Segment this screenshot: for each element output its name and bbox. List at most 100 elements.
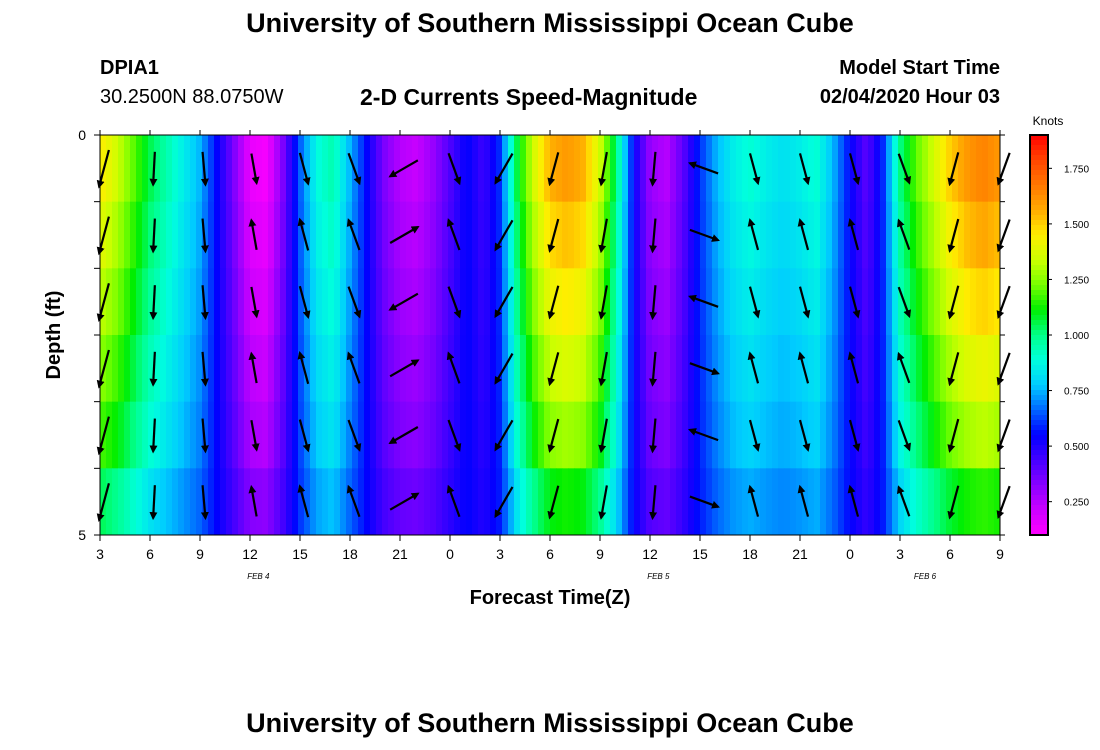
heatmap-cell	[412, 201, 419, 269]
heatmap-cell	[772, 135, 779, 203]
heatmap-cell	[910, 201, 917, 269]
heatmap-cell	[724, 268, 731, 336]
heatmap-cell	[772, 268, 779, 336]
colorbar-segment	[1030, 375, 1048, 381]
heatmap-cell	[880, 335, 887, 403]
heatmap-cell	[304, 201, 311, 269]
heatmap-cell	[898, 201, 905, 269]
current-vector	[298, 285, 311, 320]
heatmap-cell	[688, 468, 695, 536]
colorbar-segment	[1030, 345, 1048, 351]
heatmap-cell	[994, 401, 1001, 469]
heatmap-cell	[664, 135, 671, 203]
heatmap-cell	[874, 135, 881, 203]
heatmap-cell	[136, 401, 143, 469]
heatmap-cell	[394, 401, 401, 469]
y-axis-label: Depth (ft)	[43, 291, 65, 380]
heatmap-cell	[538, 335, 545, 403]
heatmap-cell	[424, 401, 431, 469]
heatmap-cell	[754, 268, 761, 336]
heatmap-cell	[382, 268, 389, 336]
current-vector	[494, 353, 514, 385]
heatmap-cell	[898, 468, 905, 536]
heatmap-cell	[712, 468, 719, 536]
heatmap-cell	[538, 468, 545, 536]
heatmap-cell	[532, 201, 539, 269]
heatmap-cell	[532, 401, 539, 469]
heatmap-cell	[148, 201, 155, 269]
heatmap-cell	[232, 135, 239, 203]
heatmap-cell	[856, 268, 863, 336]
heatmap-cell	[874, 201, 881, 269]
heatmap-cell	[886, 401, 893, 469]
heatmap-cell	[718, 268, 725, 336]
heatmap-cell	[658, 468, 665, 536]
heatmap-cells	[100, 135, 1001, 536]
heatmap-cell	[238, 268, 245, 336]
heatmap-cell	[430, 401, 437, 469]
heatmap-cell	[238, 135, 245, 203]
current-vector	[298, 152, 311, 186]
heatmap-cell	[886, 135, 893, 203]
heatmap-cell	[148, 135, 155, 203]
heatmap-cell	[364, 468, 371, 536]
date-label: FEB 6	[914, 572, 937, 581]
colorbar-segment	[1030, 200, 1048, 206]
heatmap-cell	[424, 468, 431, 536]
heatmap-cell	[358, 135, 365, 203]
heatmap-cell	[262, 468, 269, 536]
current-vector	[848, 286, 861, 319]
heatmap-cell	[184, 335, 191, 403]
heatmap-cell	[436, 135, 443, 203]
heatmap-cell	[982, 468, 989, 536]
heatmap-cell	[346, 401, 353, 469]
colorbar-segment	[1030, 145, 1048, 151]
y-tick-label: 0	[78, 127, 86, 143]
heatmap-cell	[226, 268, 233, 336]
heatmap-cell	[868, 201, 875, 269]
heatmap-cell	[244, 201, 251, 269]
heatmap-cell	[820, 468, 827, 536]
colorbar-tick-label: 0.250	[1064, 498, 1089, 509]
x-tick-label: 21	[392, 546, 408, 562]
colorbar-segment	[1030, 350, 1048, 356]
heatmap-cell	[214, 135, 221, 203]
colorbar-segment	[1030, 220, 1048, 226]
heatmap-cell	[280, 135, 287, 203]
heatmap-cell	[796, 335, 803, 403]
heatmap-cell	[358, 201, 365, 269]
heatmap-cell	[754, 335, 761, 403]
heatmap-cell	[262, 401, 269, 469]
heatmap-cell	[760, 268, 767, 336]
heatmap-cell	[904, 401, 911, 469]
heatmap-cell	[652, 201, 659, 269]
current-vector	[747, 484, 760, 517]
heatmap-cell	[202, 135, 209, 203]
heatmap-cell	[376, 135, 383, 203]
heatmap-cell	[562, 268, 569, 336]
heatmap-cell	[958, 135, 965, 203]
current-vector	[847, 484, 860, 517]
heatmap-cell	[262, 335, 269, 403]
heatmap-cell	[988, 335, 995, 403]
heatmap-cell	[676, 268, 683, 336]
heatmap-cell	[484, 401, 491, 469]
heatmap-cell	[484, 468, 491, 536]
heatmap-cell	[208, 401, 215, 469]
current-vector	[96, 416, 110, 456]
current-vector	[494, 486, 514, 519]
colorbar-segment	[1030, 400, 1048, 406]
heatmap-cell	[802, 201, 809, 269]
heatmap-cell	[412, 401, 419, 469]
colorbar-segment	[1030, 480, 1048, 486]
heatmap-cell	[340, 135, 347, 203]
footer-title: University of Southern Mississippi Ocean…	[246, 708, 854, 738]
heatmap-cell	[604, 401, 611, 469]
heatmap-cell	[568, 135, 575, 203]
heatmap-cell	[766, 468, 773, 536]
heatmap-cell	[460, 401, 467, 469]
heatmap-cell	[742, 268, 749, 336]
heatmap-cell	[616, 201, 623, 269]
heatmap-cell	[628, 201, 635, 269]
heatmap-cell	[118, 135, 125, 203]
